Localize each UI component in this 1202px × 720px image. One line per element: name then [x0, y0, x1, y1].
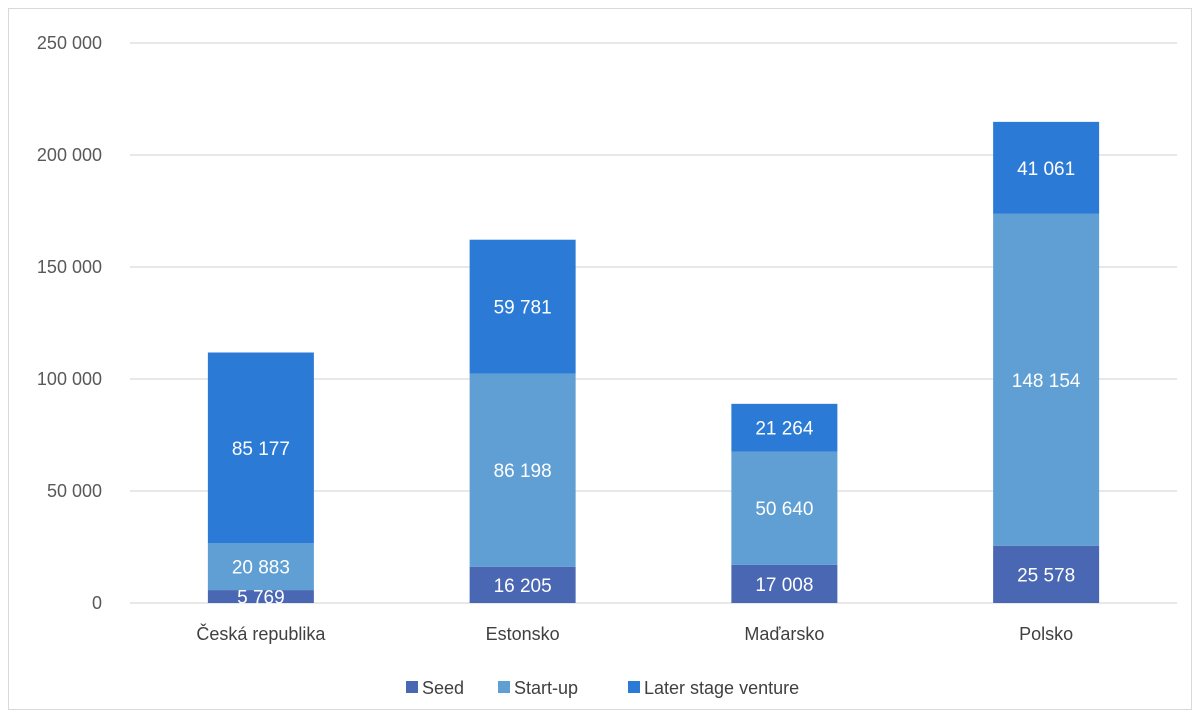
category-label: Polsko	[1019, 624, 1073, 644]
data-label: 21 264	[755, 419, 814, 440]
data-label: 16 205	[494, 576, 552, 597]
bar-segment	[993, 545, 1100, 603]
bar-segment	[207, 590, 314, 603]
data-label: 59 781	[494, 298, 552, 319]
legend-label: Seed	[422, 678, 464, 698]
y-tick-label: 250 000	[37, 33, 102, 53]
bars: 5 769 20 883 85 177 16 205 86 198 59 781 17 00…	[207, 121, 1100, 609]
y-tick-label: 0	[92, 593, 102, 613]
data-label: 85 177	[232, 439, 290, 460]
y-tick-label: 50 000	[47, 481, 102, 501]
bar-segment	[469, 566, 576, 603]
data-label: 86 198	[494, 461, 552, 482]
y-tick-label: 150 000	[37, 257, 102, 277]
legend-swatch	[406, 681, 418, 693]
data-label: 148 154	[1012, 371, 1081, 392]
legend-label: Start-up	[514, 678, 578, 698]
data-label: 25 578	[1017, 565, 1075, 586]
bar-segment	[993, 121, 1100, 214]
data-label: 50 640	[755, 499, 813, 520]
legend-label: Later stage venture	[644, 678, 799, 698]
data-label: 17 008	[755, 575, 813, 596]
legend-swatch	[498, 681, 510, 693]
data-label: 20 883	[232, 558, 290, 579]
y-tick-label: 100 000	[37, 369, 102, 389]
bar-segment	[731, 451, 838, 565]
bar-segment	[731, 403, 838, 452]
y-tick-label: 200 000	[37, 145, 102, 165]
category-label: Česká republika	[196, 623, 326, 644]
data-label: 5 769	[237, 588, 285, 609]
bar-segment	[469, 239, 576, 374]
x-axis: Česká republika Estonsko Maďarsko Polsko	[196, 623, 1073, 644]
bar-segment	[207, 352, 314, 544]
data-label: 41 061	[1017, 159, 1075, 180]
category-label: Maďarsko	[744, 624, 824, 644]
bar-segment	[207, 543, 314, 591]
bar-segment	[993, 213, 1100, 546]
legend-swatch	[628, 681, 640, 693]
bar-segment	[469, 373, 576, 567]
bar-segment	[731, 564, 838, 603]
y-axis: 0 50 000 100 000 150 000 200 000 250 000	[37, 33, 102, 613]
category-label: Estonsko	[486, 624, 560, 644]
legend: Seed Start-up Later stage venture	[406, 678, 799, 698]
